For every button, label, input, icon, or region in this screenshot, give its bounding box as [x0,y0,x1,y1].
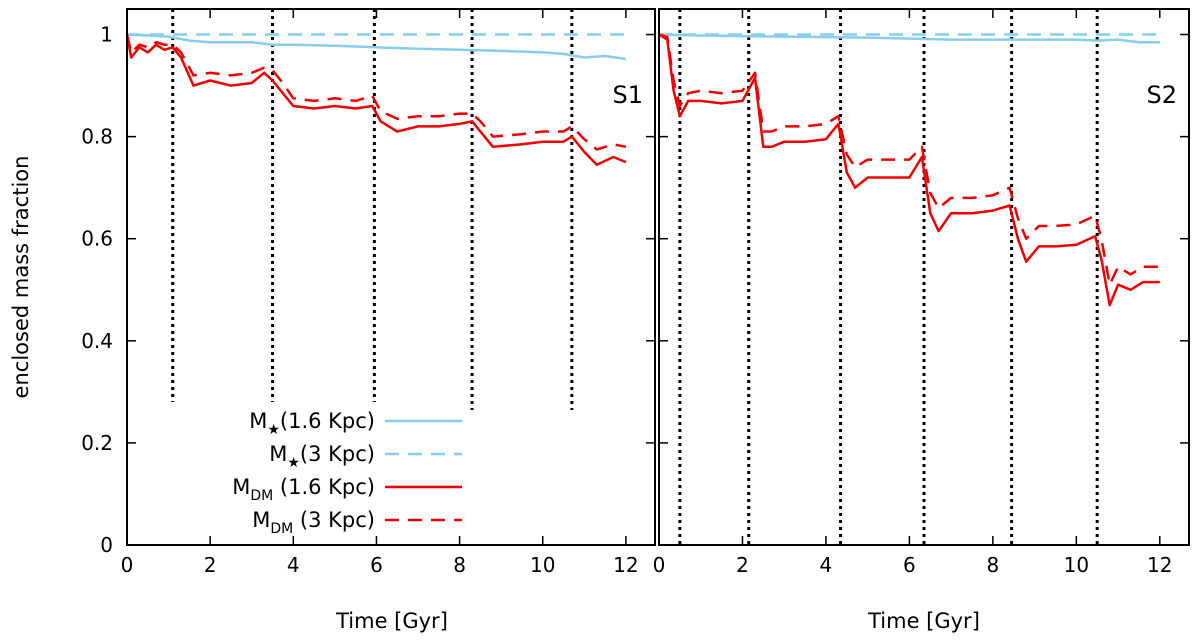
legend-sub: DM [250,488,273,504]
plot-frame [126,8,656,546]
x-tick-label: 4 [287,553,300,577]
y-tick-label: 0.8 [81,125,113,149]
y-tick-label: 1 [100,23,113,47]
x-tick-label: 2 [204,553,217,577]
series-line [658,33,1160,44]
legend-entry-mdm-3: MDM (3 Kpc) [252,508,462,537]
x-tick-label: 0 [121,553,134,577]
x-axis-title-s2: Time [Gyr] [867,609,980,633]
x-tick-label: 12 [1147,553,1172,577]
x-tick-label: 0 [653,553,666,577]
series-line [658,33,1160,286]
y-tick-label: 0.2 [81,431,113,455]
legend-rest: (3 Kpc) [293,508,375,532]
legend-sub: ★ [287,455,300,471]
x-tick-label: 6 [903,553,916,577]
svg-text:M★(1.6 Kpc): M★(1.6 Kpc) [249,409,375,438]
panel-s1: 0 2 4 6 8 10 12 0 0.2 0.4 0.6 0.8 1 S1 [81,8,656,577]
x-tick-label: 10 [530,553,555,577]
legend: M★(1.6 Kpc) M★(3 Kpc) MDM (1.6 Kpc) MDM … [165,402,465,537]
panel-s2: 0 2 4 6 8 10 12 S2 [653,8,1190,577]
x-tick-label: 4 [820,553,833,577]
series-line [125,34,627,151]
legend-background [165,402,465,530]
y-tick-label: 0.6 [81,227,113,251]
panel-label: S1 [612,81,643,109]
legend-base: M [269,442,287,466]
legend-base: M [252,508,270,532]
x-tick-label: 6 [370,553,383,577]
legend-base: M [232,475,250,499]
legend-rest: (1.6 Kpc) [273,475,375,499]
svg-text:MDM (1.6 Kpc): MDM (1.6 Kpc) [232,475,375,504]
plot-frame [658,8,1190,546]
legend-rest: (3 Kpc) [300,442,375,466]
legend-entry-mstar-3: M★(3 Kpc) [269,442,462,471]
series-line [126,33,627,61]
x-tick-label: 8 [453,553,466,577]
legend-rest: (1.6 Kpc) [280,409,375,433]
legend-base: M [249,409,267,433]
y-tick-label: 0.4 [81,329,113,353]
x-tick-label: 10 [1064,553,1089,577]
svg-text:MDM (3 Kpc): MDM (3 Kpc) [252,508,375,537]
panel-label: S2 [1146,81,1177,109]
x-tick-label: 12 [613,553,638,577]
x-axis-title-s1: Time [Gyr] [335,609,448,633]
legend-entry-mstar-1-6: M★(1.6 Kpc) [249,409,462,438]
x-tick-label: 8 [986,553,999,577]
x-tick-label: 2 [736,553,749,577]
legend-entry-mdm-1-6: MDM (1.6 Kpc) [232,475,462,504]
y-axis-title: enclosed mass fraction [9,156,33,399]
legend-sub: DM [270,521,293,537]
y-tick-label: 0 [100,533,113,557]
svg-text:M★(3 Kpc): M★(3 Kpc) [269,442,375,471]
series-line [125,34,627,166]
legend-sub: ★ [267,422,280,438]
series-line [658,33,1160,307]
